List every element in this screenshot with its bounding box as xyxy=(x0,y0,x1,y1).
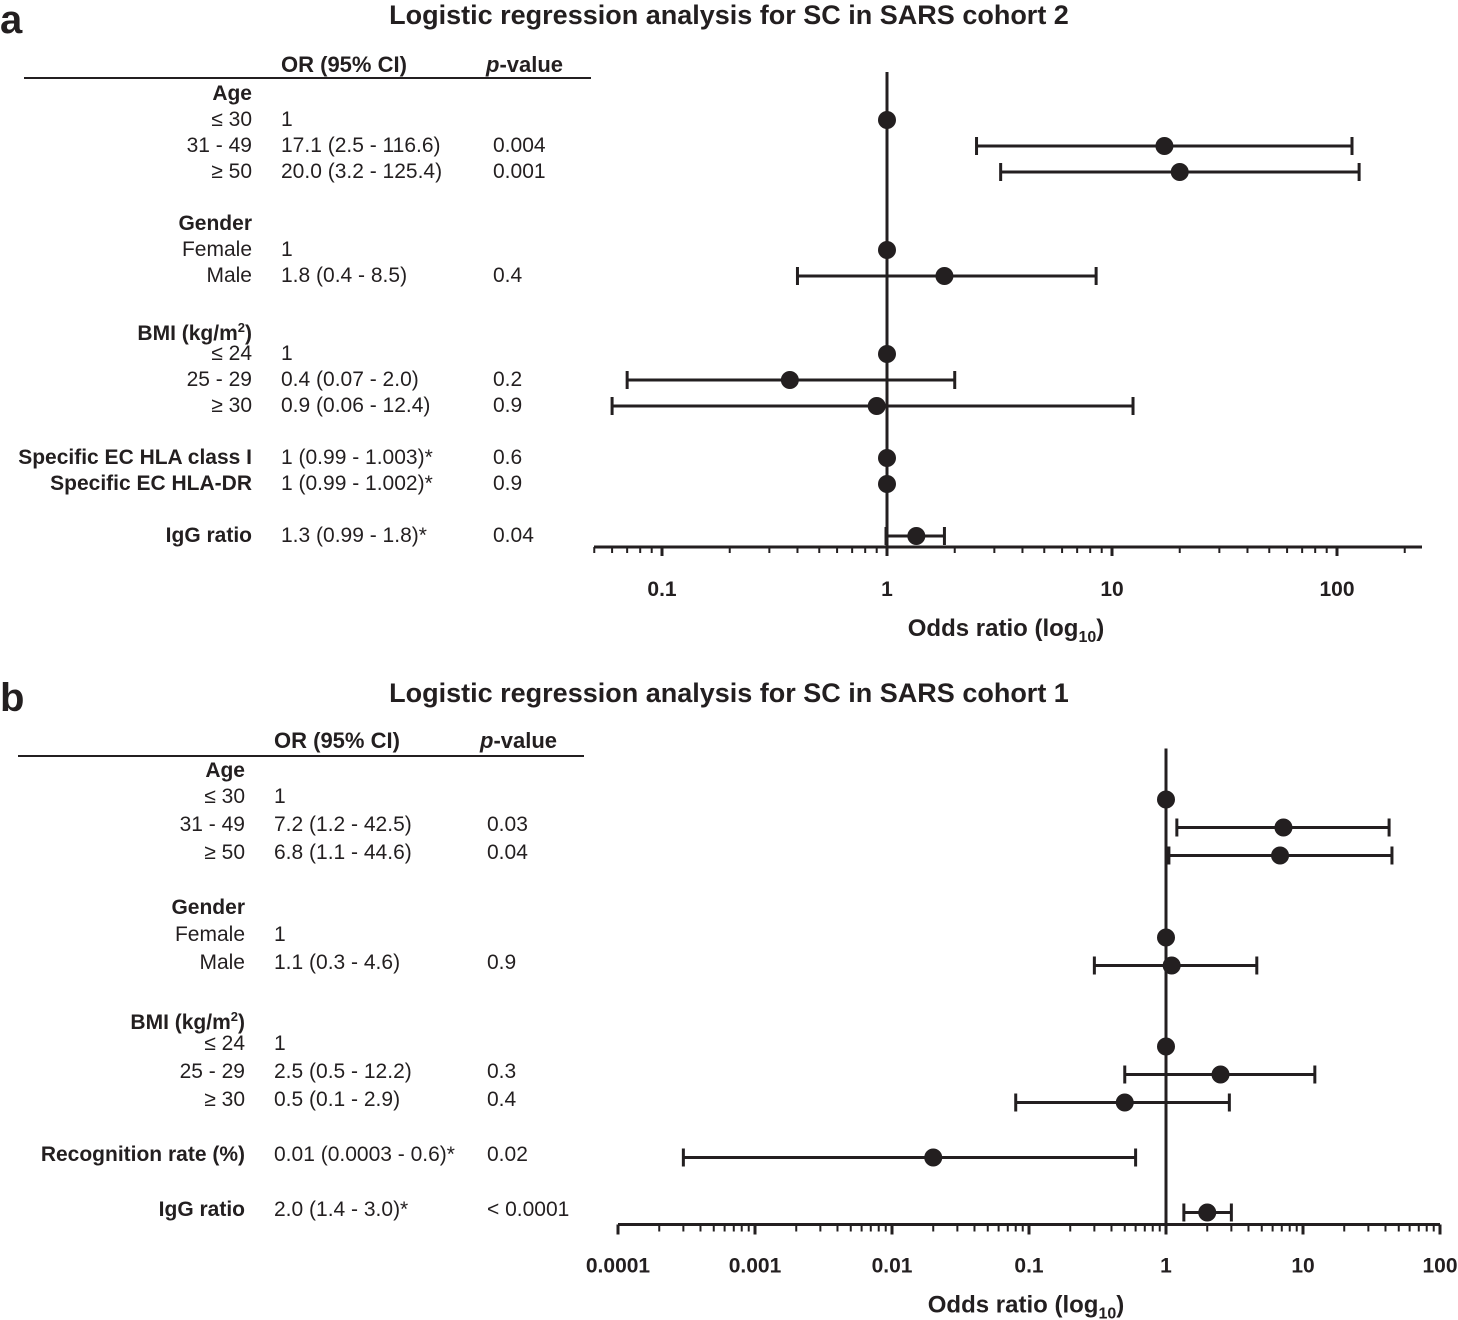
odds-ratio-point xyxy=(907,527,925,545)
forest-plot: 0.0001 0.001 0.01 0.1 1 10 100 Odds ratio (log1… xyxy=(0,660,1458,1320)
odds-ratio-point xyxy=(1212,1066,1230,1084)
x-tick-label: 0.01 xyxy=(872,1255,913,1278)
x-tick-label: 0.001 xyxy=(729,1255,782,1278)
odds-ratio-point xyxy=(1116,1094,1134,1112)
odds-ratio-point xyxy=(1274,819,1292,837)
x-tick-label: 100 xyxy=(1319,578,1354,601)
panel-b: b Logistic regression analysis for SC in… xyxy=(0,660,1458,1315)
panel-a: a Logistic regression analysis for SC in… xyxy=(0,0,1458,660)
odds-ratio-point xyxy=(781,371,799,389)
x-tick-label: 0.0001 xyxy=(586,1255,651,1278)
x-axis-title: Odds ratio (log10) xyxy=(928,1292,1124,1320)
odds-ratio-point xyxy=(935,267,953,285)
odds-ratio-point xyxy=(1155,137,1173,155)
x-tick-label: 0.1 xyxy=(647,578,677,601)
x-tick-label: 100 xyxy=(1422,1255,1457,1278)
x-tick-label: 0.1 xyxy=(1014,1255,1044,1278)
odds-ratio-point xyxy=(1171,163,1189,181)
x-tick-label: 10 xyxy=(1291,1255,1314,1278)
x-tick-label: 1 xyxy=(881,578,893,601)
x-tick-label: 10 xyxy=(1100,578,1123,601)
x-tick-label: 1 xyxy=(1160,1255,1172,1278)
odds-ratio-point xyxy=(924,1149,942,1167)
forest-plot: 0.1 1 10 100 Odds ratio (log10) xyxy=(0,0,1458,660)
odds-ratio-point xyxy=(1271,847,1289,865)
odds-ratio-point xyxy=(1198,1204,1216,1222)
x-axis-title: Odds ratio (log10) xyxy=(908,615,1104,646)
odds-ratio-point xyxy=(868,397,886,415)
